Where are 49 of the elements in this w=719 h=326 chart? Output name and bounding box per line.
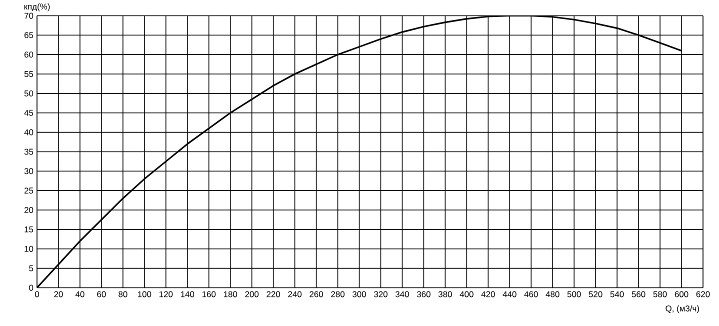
y-tick-label: 20 [24, 207, 34, 214]
y-tick-label: 70 [24, 12, 34, 19]
x-tick-label: 560 [632, 291, 646, 298]
x-tick-label: 140 [180, 291, 194, 298]
x-tick-label: 0 [34, 291, 40, 298]
y-tick-label: 25 [24, 188, 34, 194]
y-tick-label: 0 [29, 284, 34, 291]
x-tick-label: 460 [524, 291, 538, 298]
x-tick-label: 620 [696, 291, 710, 298]
x-tick-label: 480 [546, 291, 560, 298]
x-tick-label: 240 [288, 291, 302, 298]
y-tick-label: 40 [24, 129, 34, 136]
y-tick-label: 50 [24, 90, 34, 97]
x-tick-label: 420 [481, 291, 495, 298]
x-tick-label: 300 [352, 291, 366, 298]
x-tick-label: 520 [588, 291, 602, 298]
y-tick-label: 10 [24, 246, 34, 252]
x-tick-label: 80 [118, 291, 128, 298]
x-tick-label: 400 [460, 291, 474, 298]
x-tick-label: 500 [567, 291, 581, 298]
y-tick-label: 55 [24, 71, 34, 78]
x-tick-label: 580 [653, 291, 667, 298]
x-tick-label: 540 [610, 291, 624, 298]
x-tick-label: 320 [374, 291, 388, 298]
x-tick-label: 280 [331, 291, 345, 298]
y-tick-label: 35 [24, 148, 34, 155]
x-axis-title: Q, (м3/ч) [666, 305, 699, 314]
y-tick-label: 30 [24, 168, 34, 174]
x-tick-label: 340 [395, 291, 409, 298]
y-tick-label: 5 [29, 265, 34, 272]
x-tick-label: 260 [310, 291, 324, 298]
x-tick-label: 180 [224, 291, 238, 298]
x-tick-label: 60 [97, 291, 106, 298]
x-tick-label: 220 [266, 291, 280, 298]
x-tick-label: 20 [54, 291, 63, 298]
x-tick-label: 120 [159, 291, 173, 298]
x-tick-label: 100 [138, 291, 152, 298]
y-axis-title: кпд(%) [24, 3, 50, 12]
x-tick-label: 200 [245, 291, 259, 298]
y-tick-label: 60 [24, 52, 34, 58]
x-tick-label: 360 [416, 291, 430, 298]
x-tick-label: 380 [438, 291, 452, 298]
y-tick-label: 45 [24, 110, 34, 116]
y-tick-label: 65 [24, 32, 34, 38]
y-tick-label: 15 [24, 226, 34, 233]
x-tick-label: 40 [75, 291, 84, 298]
x-tick-label: 600 [674, 291, 688, 298]
x-tick-label: 160 [202, 291, 216, 298]
x-tick-label: 440 [502, 291, 516, 298]
